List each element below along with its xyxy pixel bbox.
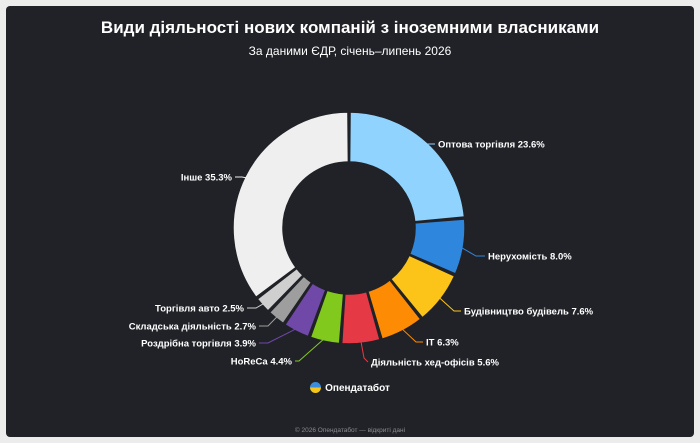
slice-label: Діяльність хед-офісів 5.6%	[371, 358, 500, 369]
donut-slice	[283, 281, 327, 338]
donut-slice	[389, 254, 456, 319]
chart-card: Види діяльності нових компаній з іноземн…	[6, 6, 694, 437]
slice-label: Інше 35.3%	[181, 173, 233, 184]
leader-line	[247, 302, 266, 309]
donut-slice	[268, 274, 313, 325]
leader-line	[259, 314, 279, 327]
donut-slice	[348, 111, 466, 223]
slice-label: Торгівля авто 2.5%	[155, 304, 245, 315]
leader-line	[295, 337, 326, 362]
donut-slice	[408, 218, 466, 275]
footer-note: © 2026 Опендатабот — відкриті дані	[294, 427, 406, 434]
donut-chart: Оптова торгівля 23.6% Нерухомість 8.0% Буд…	[129, 111, 594, 369]
leader-line	[437, 295, 461, 312]
slice-label: Оптова торгівля 23.6%	[438, 140, 545, 151]
leader-line	[400, 327, 423, 343]
slice-label: HoReCa 4.4%	[231, 357, 293, 368]
donut-slice	[340, 290, 381, 345]
leader-line	[360, 339, 369, 363]
chart-title: Види діяльності нових компаній з іноземн…	[100, 18, 600, 37]
slice-label: Складська діяльність 2.7%	[129, 322, 257, 333]
leader-line	[424, 143, 435, 146]
leader-line	[259, 327, 299, 344]
donut-slice	[309, 289, 345, 345]
chart-subtitle: За даними ЄДР, січень–липень 2026	[248, 44, 452, 58]
donut-slice	[256, 267, 304, 313]
brand-logo: Опендатабот	[6, 382, 694, 394]
slice-label: IT 6.3%	[426, 338, 459, 349]
leader-line	[459, 245, 485, 257]
slice-label: Будівництво будівель 7.6%	[464, 307, 594, 318]
leader-line	[235, 176, 249, 179]
brand-name: Опендатабот	[325, 383, 390, 394]
slice-label: Нерухомість 8.0%	[488, 252, 572, 263]
brand-logo-icon	[310, 382, 322, 393]
slice-label: Роздрібна торгівля 3.9%	[141, 339, 256, 350]
donut-slice	[232, 111, 350, 299]
donut-slice	[366, 278, 422, 341]
